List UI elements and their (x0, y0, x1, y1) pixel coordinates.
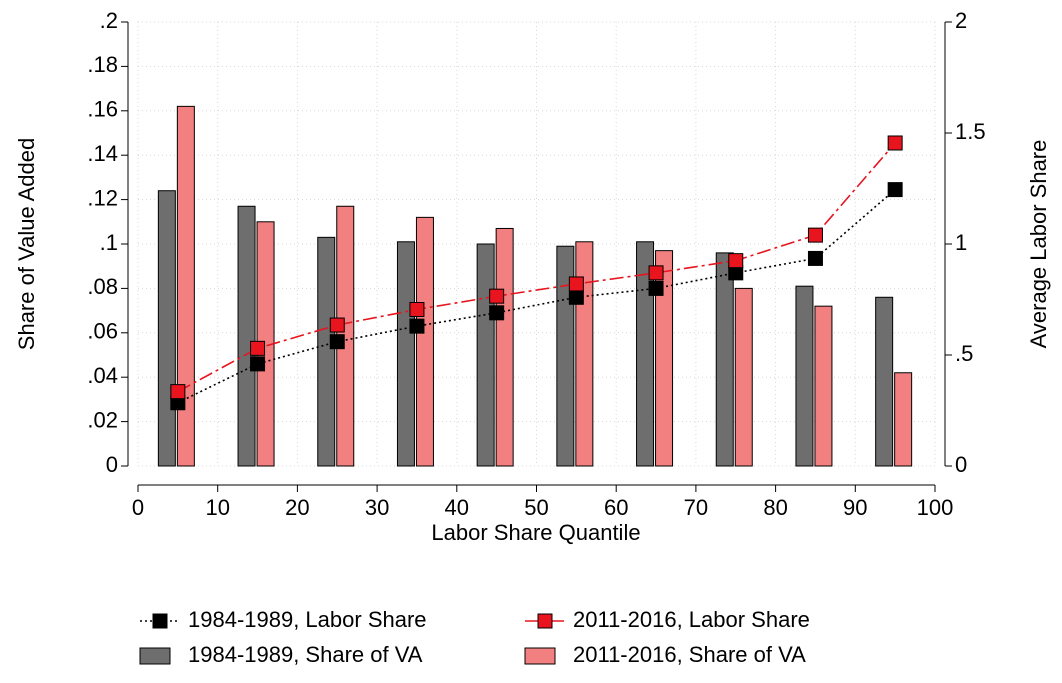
legend-swatch (139, 647, 171, 665)
marker (568, 276, 584, 292)
bar (476, 243, 495, 467)
x-tick-label: 30 (365, 495, 389, 520)
x-tick-label: 60 (604, 495, 628, 520)
marker (489, 288, 505, 304)
x-tick-label: 0 (132, 495, 144, 520)
line (177, 142, 896, 393)
bar (157, 190, 176, 467)
marker (489, 305, 505, 321)
y2-tick-label: 2 (955, 8, 967, 33)
legend-swatch (152, 613, 168, 629)
y2-axis-label: Average Labor Share (1026, 140, 1051, 349)
bar (894, 372, 913, 467)
bar (575, 241, 594, 467)
marker (250, 340, 266, 356)
marker (250, 356, 266, 372)
x-tick-label: 80 (763, 495, 787, 520)
y-tick-label: .12 (87, 185, 118, 210)
y2-tick-label: 1.5 (955, 119, 986, 144)
y2-tick-label: 0 (955, 452, 967, 477)
x-tick-label: 10 (205, 495, 229, 520)
x-tick-label: 20 (285, 495, 309, 520)
y-tick-label: .18 (87, 52, 118, 77)
x-tick-label: 100 (917, 495, 954, 520)
y-tick-label: .16 (87, 97, 118, 122)
x-tick-label: 70 (684, 495, 708, 520)
marker (329, 334, 345, 350)
legend-swatch (537, 613, 553, 629)
y-tick-label: .06 (87, 319, 118, 344)
y-tick-label: .02 (87, 407, 118, 432)
y-tick-label: 0 (106, 452, 118, 477)
bar (396, 241, 415, 467)
bar (875, 296, 894, 467)
legend-label: 1984-1989, Labor Share (188, 607, 427, 632)
bar (636, 241, 655, 467)
x-tick-label: 90 (843, 495, 867, 520)
y2-tick-label: .5 (955, 341, 973, 366)
line (177, 189, 896, 404)
marker (728, 253, 744, 269)
bar (715, 252, 734, 467)
bar (734, 287, 753, 467)
x-axis-label: Labor Share Quantile (431, 520, 640, 545)
marker (887, 135, 903, 151)
marker (648, 280, 664, 296)
bar (655, 250, 674, 467)
bar (176, 105, 195, 467)
bar (415, 216, 434, 467)
legend-swatch (524, 647, 556, 665)
x-tick-label: 50 (524, 495, 548, 520)
bar (237, 205, 256, 467)
marker (568, 289, 584, 305)
y-tick-label: .04 (87, 363, 118, 388)
bar (495, 227, 514, 467)
marker (170, 384, 186, 400)
legend-label: 1984-1989, Share of VA (188, 642, 423, 667)
y-tick-label: .1 (100, 230, 118, 255)
y-axis-label: Share of Value Added (14, 138, 39, 350)
bar (317, 236, 336, 467)
marker (887, 182, 903, 198)
x-tick-label: 40 (445, 495, 469, 520)
marker (807, 227, 823, 243)
marker (329, 317, 345, 333)
marker (409, 318, 425, 334)
legend-label: 2011-2016, Labor Share (573, 607, 810, 632)
marker (807, 250, 823, 266)
y-tick-label: .14 (87, 141, 118, 166)
marker (648, 265, 664, 281)
y-tick-label: .08 (87, 274, 118, 299)
marker (409, 301, 425, 317)
y-tick-label: .2 (100, 8, 118, 33)
legend-label: 2011-2016, Share of VA (573, 642, 806, 667)
y2-tick-label: 1 (955, 230, 967, 255)
bar (814, 305, 833, 467)
bar (795, 285, 814, 467)
